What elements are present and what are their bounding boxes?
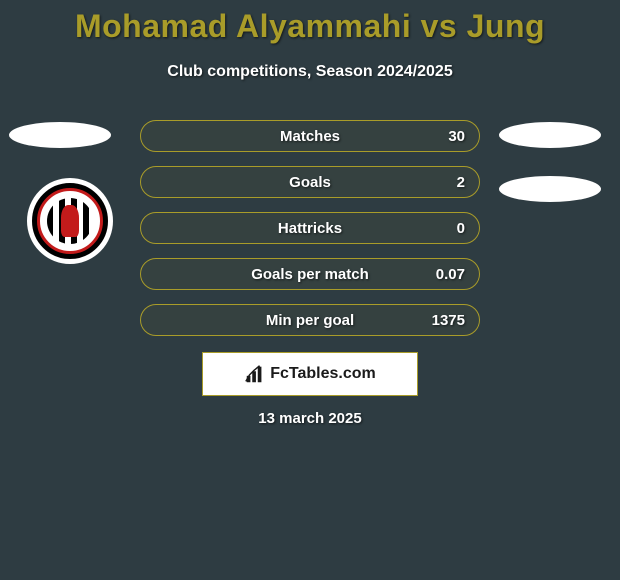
date-label: 13 march 2025	[0, 410, 620, 427]
stat-label: Goals	[289, 174, 331, 191]
club-badge-inner	[37, 188, 103, 254]
stat-label: Goals per match	[251, 266, 369, 283]
stat-bar-hattricks: Hattricks 0	[140, 212, 480, 244]
club-badge-figure	[61, 205, 79, 237]
brand-attribution: FcTables.com	[202, 352, 418, 396]
player2-club-placeholder	[499, 176, 601, 202]
stat-value: 30	[448, 128, 465, 145]
stat-bar-matches: Matches 30	[140, 120, 480, 152]
player1-club-badge	[27, 178, 113, 264]
stat-bar-min-per-goal: Min per goal 1375	[140, 304, 480, 336]
stats-bars: Matches 30 Goals 2 Hattricks 0 Goals per…	[140, 120, 480, 350]
stat-label: Min per goal	[266, 312, 354, 329]
stat-bar-goals-per-match: Goals per match 0.07	[140, 258, 480, 290]
player2-avatar-placeholder	[499, 122, 601, 148]
page-title: Mohamad Alyammahi vs Jung	[0, 0, 620, 45]
stat-value: 1375	[432, 312, 465, 329]
brand-label: FcTables.com	[270, 365, 376, 383]
stat-value: 2	[457, 174, 465, 191]
stat-label: Matches	[280, 128, 340, 145]
season-subtitle: Club competitions, Season 2024/2025	[0, 63, 620, 81]
bar-chart-icon	[244, 363, 266, 385]
player1-avatar-placeholder	[9, 122, 111, 148]
stat-bar-goals: Goals 2	[140, 166, 480, 198]
stat-value: 0	[457, 220, 465, 237]
comparison-card: Mohamad Alyammahi vs Jung Club competiti…	[0, 0, 620, 580]
stat-value: 0.07	[436, 266, 465, 283]
stat-label: Hattricks	[278, 220, 342, 237]
